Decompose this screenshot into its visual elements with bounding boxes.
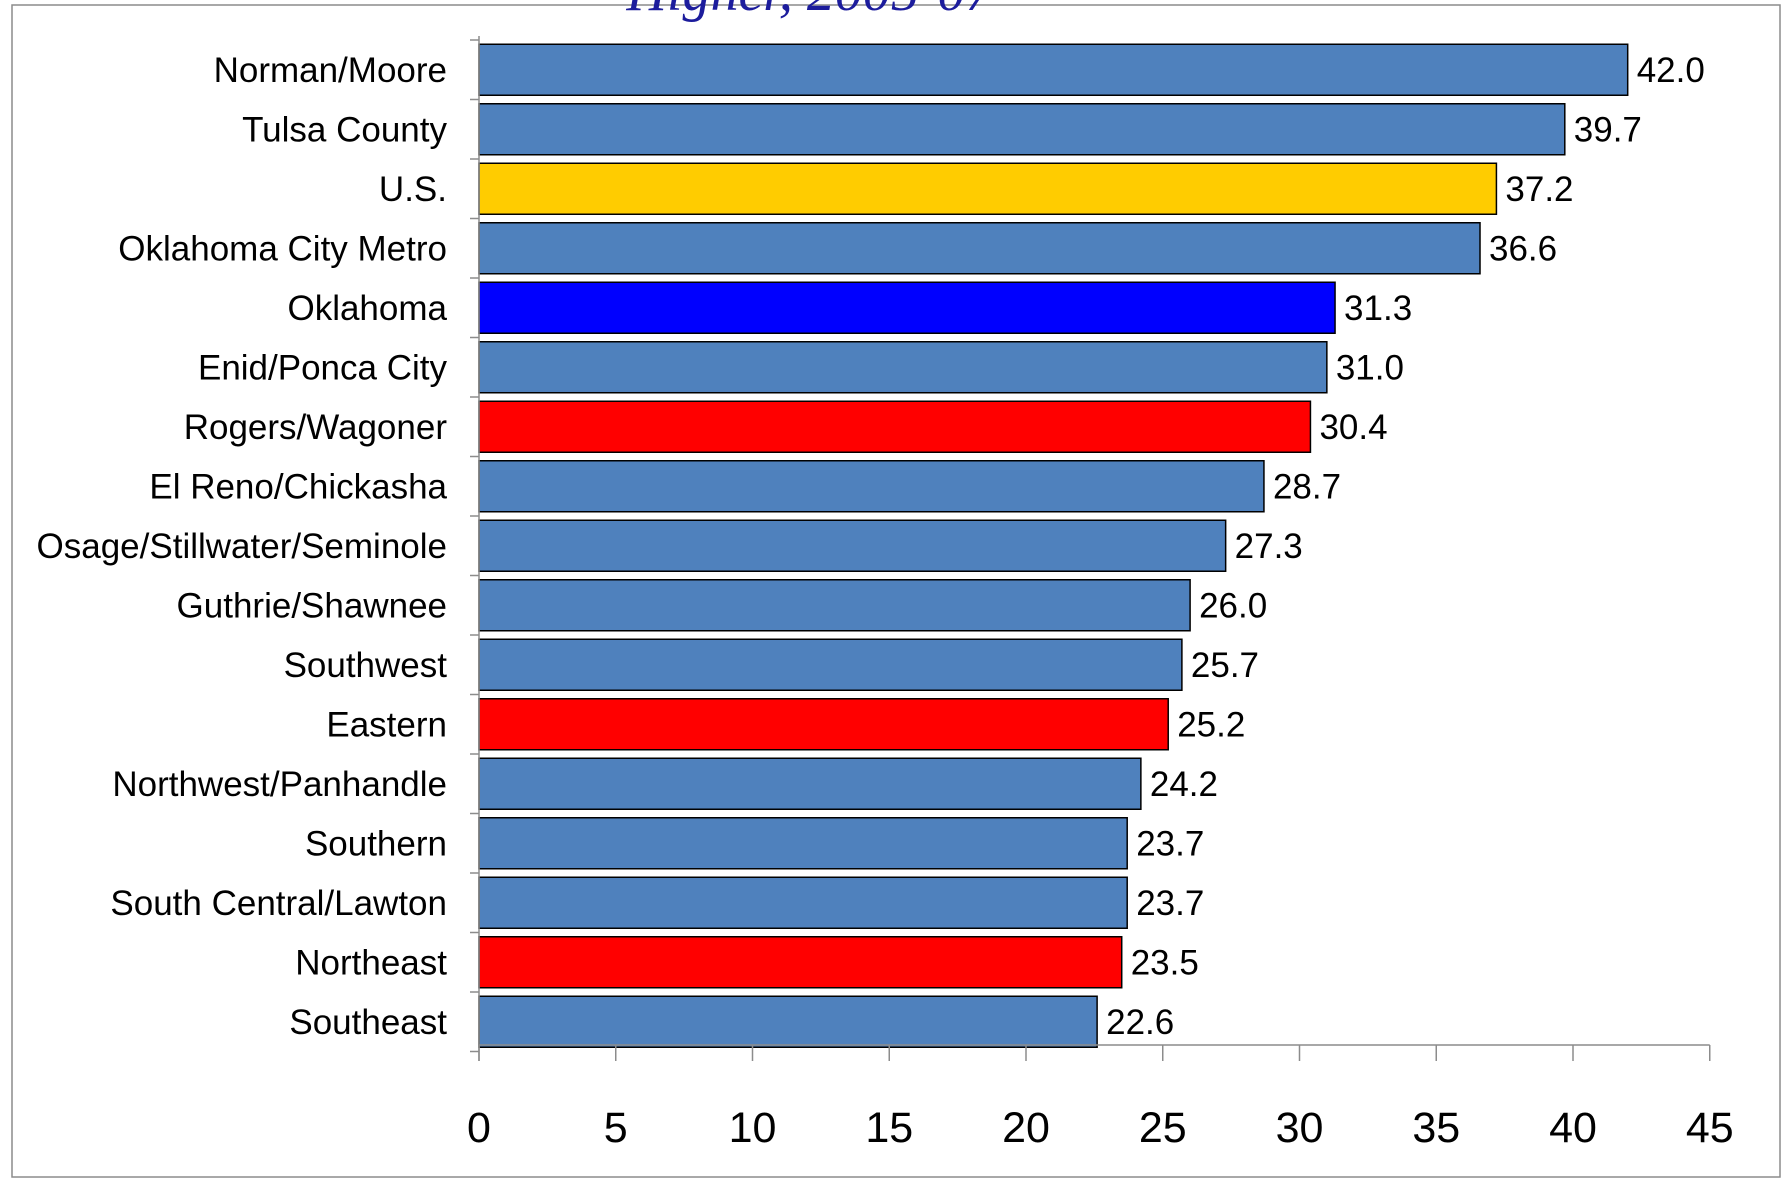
- bar: [478, 103, 1566, 156]
- bar: [478, 995, 1098, 1048]
- value-label: 23.7: [1136, 824, 1204, 863]
- category-label: Northwest/Panhandle: [112, 765, 447, 804]
- category-labels: Norman/Moore Tulsa County U.S. Oklahoma Cit…: [37, 51, 448, 1042]
- value-label: 25.7: [1191, 646, 1259, 685]
- bar: [478, 162, 1498, 215]
- bars-group: [478, 43, 1629, 1048]
- x-tick-label: 10: [729, 1104, 777, 1152]
- value-label: 23.5: [1131, 943, 1199, 982]
- bar: [478, 519, 1227, 572]
- value-label: 31.3: [1344, 289, 1412, 328]
- value-label: 42.0: [1637, 51, 1705, 90]
- value-label: 30.4: [1319, 408, 1387, 447]
- category-label: Osage/Stillwater/Seminole: [37, 527, 447, 566]
- category-label: Southern: [305, 824, 447, 863]
- bar: [478, 698, 1169, 751]
- x-tick-label: 25: [1139, 1104, 1187, 1152]
- value-labels: 42.0 39.737.2 36.6 31.3 31.0 30.4 28.7 27.3 26.0…: [1106, 51, 1705, 1042]
- value-label: 24.2: [1150, 765, 1218, 804]
- category-label: Rogers/Wagoner: [184, 408, 448, 447]
- category-label: Southeast: [289, 1003, 447, 1042]
- bar: [478, 579, 1191, 632]
- x-tick-label: 15: [865, 1104, 913, 1152]
- category-label: Norman/Moore: [214, 51, 447, 90]
- x-tick-label: 0: [467, 1104, 491, 1152]
- category-label: Tulsa County: [242, 110, 447, 149]
- category-label: Oklahoma: [287, 289, 447, 328]
- bar: [478, 936, 1123, 989]
- value-label: 37.2: [1505, 170, 1573, 209]
- bar: [478, 757, 1142, 810]
- value-label: 23.7: [1136, 884, 1204, 923]
- category-label: Southwest: [284, 646, 448, 685]
- value-label: 31.0: [1336, 348, 1404, 387]
- x-tick-label: 40: [1549, 1104, 1597, 1152]
- y-axis: [470, 36, 480, 1061]
- bar: [478, 43, 1629, 96]
- category-label: Oklahoma City Metro: [118, 229, 447, 268]
- category-label: Enid/Ponca City: [198, 348, 448, 387]
- x-tick-label: 5: [604, 1104, 628, 1152]
- bar: [478, 281, 1336, 334]
- bar: [478, 222, 1481, 275]
- value-label: 22.6: [1106, 1003, 1174, 1042]
- category-label: El Reno/Chickasha: [149, 467, 447, 506]
- x-axis: 0 5 10 15 20 25 30 35 40 45: [467, 1044, 1734, 1152]
- bar: [478, 341, 1328, 394]
- bar: [478, 400, 1312, 453]
- category-label: Eastern: [326, 705, 447, 744]
- bar: [478, 876, 1128, 929]
- value-label: 39.7: [1574, 110, 1642, 149]
- value-label: 36.6: [1489, 229, 1557, 268]
- x-tick-label: 20: [1002, 1104, 1050, 1152]
- bar: [478, 638, 1183, 691]
- category-label: South Central/Lawton: [110, 884, 447, 923]
- bar: [478, 460, 1265, 513]
- category-label: Guthrie/Shawnee: [177, 586, 447, 625]
- x-tick-label: 30: [1276, 1104, 1324, 1152]
- category-label: Northeast: [295, 943, 447, 982]
- value-label: 28.7: [1273, 467, 1341, 506]
- x-tick-label: 45: [1686, 1104, 1734, 1152]
- bar: [478, 817, 1128, 870]
- x-tick-label: 35: [1412, 1104, 1460, 1152]
- value-label: 26.0: [1199, 586, 1267, 625]
- value-label: 25.2: [1177, 705, 1245, 744]
- category-label: U.S.: [379, 170, 447, 209]
- value-label: 27.3: [1235, 527, 1303, 566]
- chart-title-partial: Higher, 2005-07: [625, 0, 995, 23]
